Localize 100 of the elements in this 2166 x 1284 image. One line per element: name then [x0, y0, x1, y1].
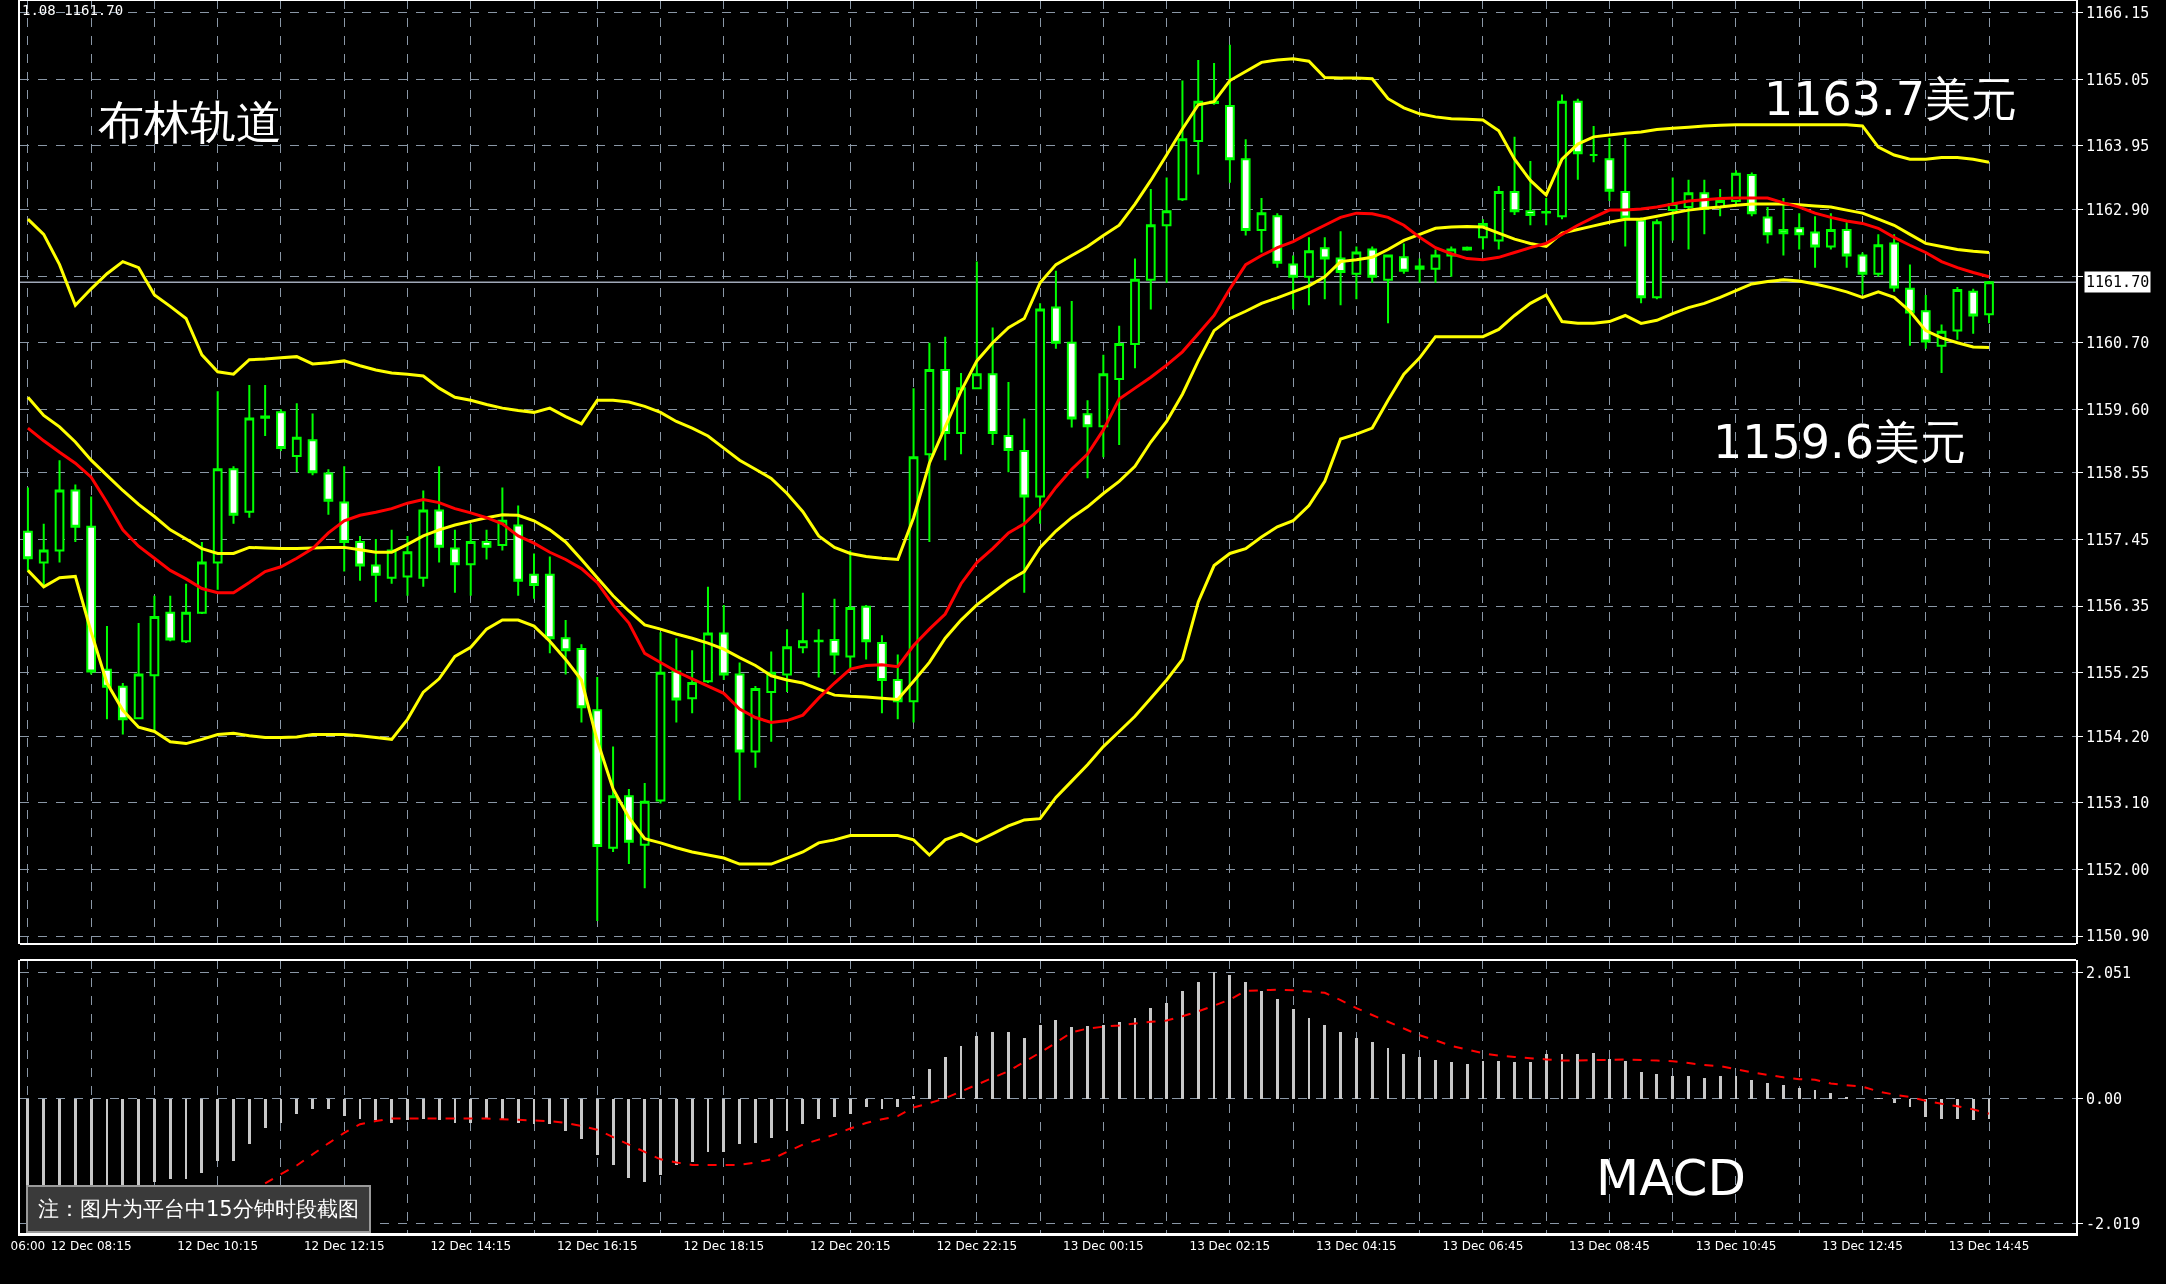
candlestick — [1667, 176, 1678, 242]
bar — [74, 1099, 77, 1186]
candlestick — [497, 486, 508, 552]
x-tick-label: 13 Dec 12:45 — [1822, 1239, 1903, 1254]
bar — [248, 1099, 251, 1145]
bar — [90, 1099, 93, 1186]
bar — [200, 1099, 203, 1174]
bar — [485, 1099, 488, 1120]
candlestick — [1114, 324, 1125, 447]
bar — [1798, 1088, 1801, 1100]
annotation: MACD — [1596, 1149, 1746, 1207]
bar — [1466, 1064, 1469, 1100]
bar — [1434, 1060, 1437, 1100]
candlestick — [1161, 176, 1172, 284]
candlestick — [1810, 215, 1820, 269]
candlestick — [1098, 353, 1109, 459]
candlestick — [750, 685, 761, 769]
bar — [1118, 1022, 1121, 1100]
y-tick-label: 1154.20 — [2086, 727, 2150, 746]
candlestick — [149, 594, 160, 733]
candlestick — [307, 412, 318, 477]
bar — [627, 1099, 630, 1179]
x-tick-label: 12 Dec 14:15 — [430, 1239, 512, 1254]
bar — [1972, 1099, 1975, 1121]
bar — [1371, 1042, 1374, 1100]
candlestick — [1051, 269, 1061, 350]
bar — [801, 1099, 804, 1125]
candlestick — [1019, 417, 1030, 594]
candlestick — [639, 781, 650, 890]
candlestick — [370, 537, 381, 603]
candlestick — [197, 540, 207, 615]
y-tick-label: 1152.00 — [2086, 860, 2150, 879]
bar — [1655, 1074, 1658, 1100]
candlestick — [1620, 137, 1631, 248]
y-tick-label: 1166.15 — [2086, 3, 2150, 22]
bar — [1640, 1072, 1643, 1100]
y-tick-label: 1160.70 — [2086, 333, 2150, 352]
candlestick — [734, 661, 745, 802]
bar — [1845, 1097, 1848, 1100]
candlestick — [481, 528, 492, 561]
bar — [691, 1099, 694, 1163]
bar — [580, 1099, 583, 1140]
candlestick — [529, 552, 539, 600]
bar — [469, 1099, 472, 1124]
candlestick — [1145, 187, 1156, 311]
bar — [991, 1032, 994, 1100]
bar — [454, 1099, 456, 1124]
bar — [343, 1099, 346, 1117]
bar — [1039, 1025, 1042, 1100]
candlestick — [560, 619, 571, 676]
y-tick-label: 1150.90 — [2086, 927, 2150, 946]
candlestick — [165, 594, 176, 643]
bar — [1070, 1027, 1073, 1100]
candlestick — [987, 326, 998, 447]
x-tick-label: 13 Dec 08:45 — [1569, 1239, 1650, 1254]
bar — [548, 1099, 551, 1125]
bar — [311, 1099, 314, 1110]
bar — [596, 1099, 599, 1156]
candlestick — [544, 555, 555, 655]
candlestick — [23, 486, 33, 573]
candlestick — [1541, 197, 1552, 227]
bar — [1703, 1078, 1706, 1100]
bar — [517, 1099, 520, 1124]
candlestick — [845, 549, 856, 670]
bar — [849, 1099, 852, 1115]
x-tick-label: 12 Dec 08:15 — [50, 1239, 132, 1254]
bar — [1814, 1090, 1816, 1100]
bar — [1893, 1099, 1896, 1104]
bar — [1750, 1080, 1753, 1100]
candlestick — [1984, 279, 1994, 325]
bar — [1418, 1057, 1421, 1100]
bar — [1355, 1038, 1358, 1100]
bar — [390, 1099, 393, 1124]
candlestick — [1003, 381, 1014, 474]
bar — [1782, 1085, 1785, 1100]
bar — [42, 1099, 45, 1186]
y-tick-label: 1163.95 — [2086, 137, 2150, 156]
candlestick — [971, 260, 982, 390]
bar — [944, 1057, 947, 1100]
bar — [675, 1099, 678, 1166]
x-tick-label: 06:00 — [10, 1239, 46, 1254]
candlestick — [1857, 251, 1868, 296]
candlestick — [1557, 93, 1567, 221]
bar — [58, 1099, 61, 1186]
candlestick — [355, 534, 365, 582]
candlestick — [1225, 43, 1235, 184]
annotation: 1159.6美元 — [1713, 415, 1966, 469]
candlestick — [1794, 212, 1805, 251]
bar — [1260, 991, 1263, 1100]
bar — [928, 1069, 931, 1100]
candlestick — [1905, 263, 1915, 347]
bar — [1228, 975, 1231, 1100]
y-tick-label: 1156.35 — [2086, 597, 2150, 616]
bar — [1165, 1003, 1168, 1100]
candlestick — [1398, 242, 1409, 275]
bar — [185, 1099, 187, 1180]
candlestick — [608, 745, 618, 853]
candlestick — [1319, 236, 1330, 301]
candlestick — [924, 341, 935, 543]
bar — [422, 1099, 425, 1120]
